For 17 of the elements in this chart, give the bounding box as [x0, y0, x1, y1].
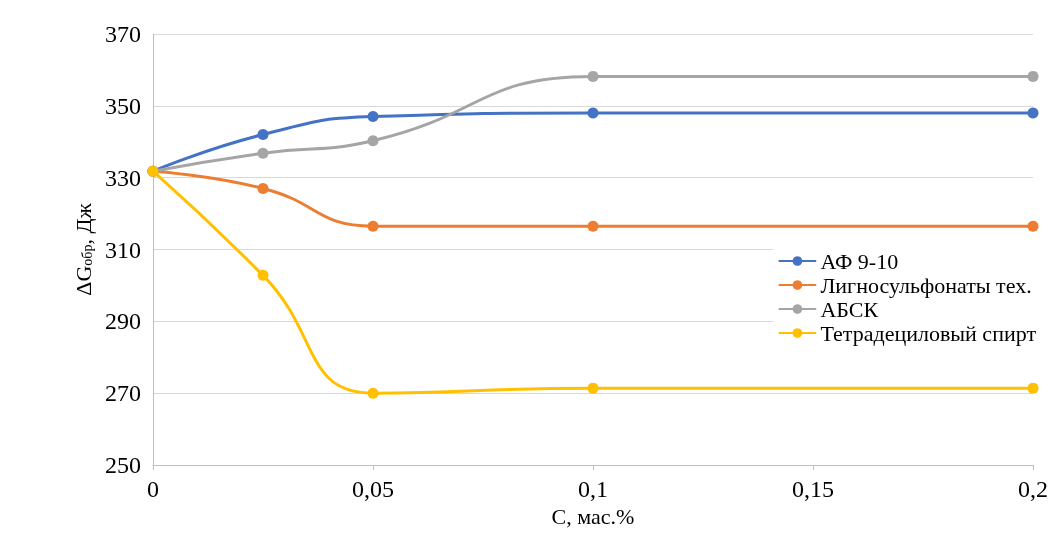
- x-tick-label: 0,05: [352, 476, 394, 502]
- y-tick-label: 310: [105, 236, 141, 263]
- x-tick-label: 0,2: [1018, 476, 1048, 502]
- y-tick-label: 270: [105, 380, 141, 407]
- x-tick-label: 0,1: [578, 476, 608, 502]
- y-tick-label: 250: [105, 452, 141, 478]
- legend-label: Лигносульфонаты тех.: [820, 272, 1032, 298]
- y-tick-label: 370: [105, 21, 141, 47]
- x-tick-label: 0,15: [792, 476, 834, 502]
- y-tick-label: 350: [105, 92, 141, 119]
- legend-label: АФ 9-10: [820, 248, 899, 274]
- x-tick-label: 0: [147, 476, 159, 502]
- legend-label: Тетрадециловый спирт: [820, 320, 1037, 346]
- y-tick-label: 330: [105, 164, 141, 191]
- x-axis-title: C, мас.%: [551, 504, 635, 530]
- y-tick-label: 290: [105, 308, 141, 335]
- legend-label: АБСК: [820, 296, 879, 322]
